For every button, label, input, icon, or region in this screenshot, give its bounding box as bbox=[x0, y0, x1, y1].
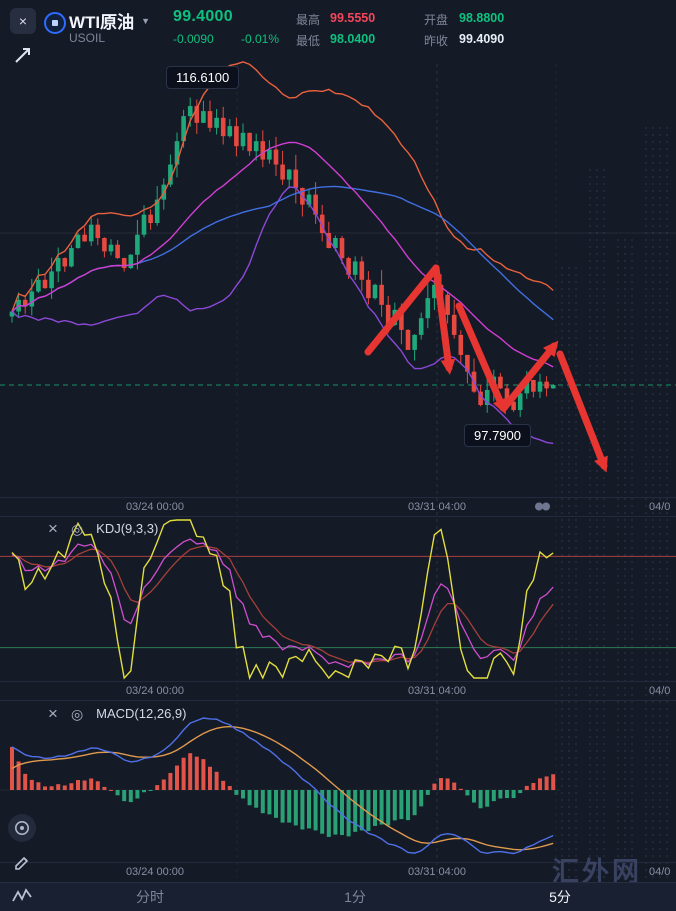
stat-value-high: 99.5550 bbox=[330, 11, 376, 25]
chevron-down-icon: ▼ bbox=[141, 15, 151, 26]
page-title: WTI原油 bbox=[69, 13, 135, 32]
stat-label-prev-close: 昨收 bbox=[424, 34, 449, 48]
timeframe-tabbar: 分时 1分 5分 bbox=[0, 882, 676, 911]
low-price-tooltip: 97.7900 bbox=[464, 424, 531, 447]
circle-dot-icon bbox=[15, 821, 29, 835]
tab-1min[interactable]: 1分 bbox=[344, 889, 366, 905]
time-label: 04/0 bbox=[649, 685, 671, 697]
indicator-button[interactable] bbox=[8, 882, 36, 910]
macd-panel-header: × ◎ MACD(12,26,9) bbox=[48, 705, 186, 722]
chart-settings-button[interactable] bbox=[8, 814, 36, 842]
main-time-axis: 03/24 00:00 03/31 04:00 04/0 bbox=[0, 500, 676, 516]
tab-fenshi[interactable]: 分时 bbox=[136, 889, 164, 905]
sessions-icon[interactable] bbox=[532, 500, 554, 518]
price-change: -0.0090 bbox=[173, 32, 214, 46]
price-change-percent: -0.01% bbox=[241, 32, 280, 46]
time-label: 03/24 00:00 bbox=[125, 685, 185, 697]
kdj-close-icon[interactable]: × bbox=[48, 519, 58, 538]
trendline-tool-button[interactable] bbox=[11, 43, 35, 67]
close-button[interactable]: × bbox=[10, 8, 36, 34]
stat-value-open: 98.8800 bbox=[459, 11, 505, 25]
stat-label-low: 最低 bbox=[296, 34, 321, 48]
peak-price-tooltip: 116.6100 bbox=[166, 66, 240, 89]
macd-visibility-icon[interactable]: ◎ bbox=[70, 705, 84, 722]
macd-time-axis: 03/24 00:00 03/31 04:00 04/0 bbox=[0, 865, 676, 881]
macd-close-icon[interactable]: × bbox=[48, 704, 58, 723]
draw-tool-button[interactable] bbox=[8, 848, 36, 876]
stat-value-prev-close: 99.4090 bbox=[459, 32, 505, 46]
tab-5min[interactable]: 5分 bbox=[549, 889, 571, 905]
pencil-icon bbox=[15, 856, 29, 870]
kdj-panel-header: × ◎ KDJ(9,3,3) bbox=[48, 520, 158, 537]
symbol-icon bbox=[44, 12, 66, 34]
kdj-visibility-icon[interactable]: ◎ bbox=[70, 520, 84, 537]
close-icon: × bbox=[18, 13, 28, 29]
waveform-icon bbox=[12, 888, 32, 902]
macd-title: MACD(12,26,9) bbox=[96, 706, 187, 721]
time-label: 03/31 04:00 bbox=[407, 866, 467, 878]
symbol-code: USOIL bbox=[69, 31, 106, 45]
kdj-title: KDJ(9,3,3) bbox=[96, 521, 159, 536]
kdj-time-axis: 03/24 00:00 03/31 04:00 04/0 bbox=[0, 684, 676, 700]
time-label: 03/24 00:00 bbox=[125, 866, 185, 878]
time-label: 04/0 bbox=[649, 501, 671, 513]
time-label: 03/31 04:00 bbox=[407, 501, 467, 513]
symbol-selector[interactable]: WTI原油 ▼ bbox=[69, 8, 150, 33]
time-label: 04/0 bbox=[649, 866, 671, 878]
last-price: 99.4000 bbox=[173, 8, 233, 25]
stat-label-high: 最高 bbox=[296, 13, 321, 27]
stat-label-open: 开盘 bbox=[424, 13, 449, 27]
time-label: 03/31 04:00 bbox=[407, 685, 467, 697]
time-label: 03/24 00:00 bbox=[125, 501, 185, 513]
trendline-icon bbox=[15, 48, 30, 63]
stat-value-low: 98.0400 bbox=[330, 32, 376, 46]
